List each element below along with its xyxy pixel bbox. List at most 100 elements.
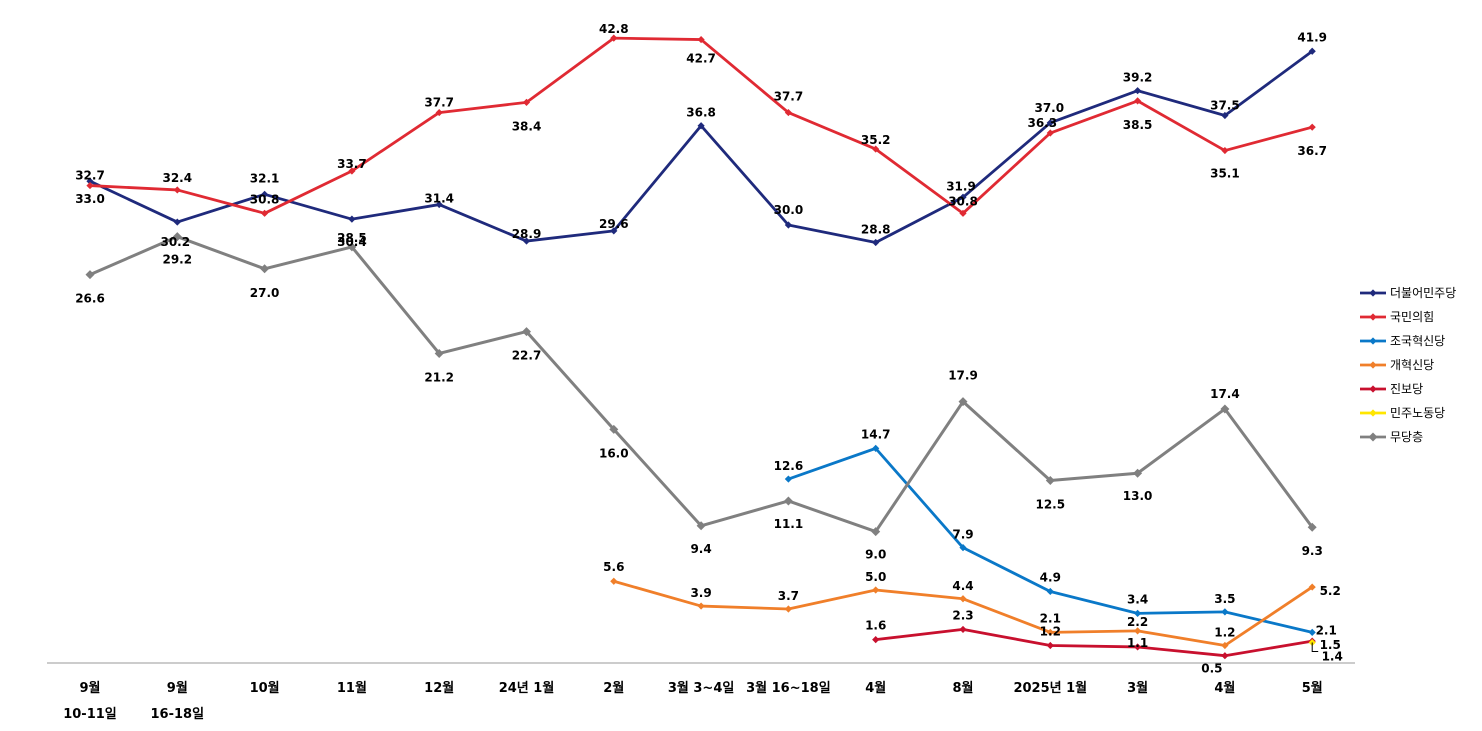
data-label: 42.8 [599, 22, 629, 36]
data-label: 30.4 [337, 235, 367, 249]
legend-item: 더불어민주당 [1360, 286, 1456, 300]
data-point [959, 595, 967, 603]
data-point [784, 475, 792, 483]
x-tick-sublabel: 16-18일 [151, 707, 205, 722]
data-point [435, 200, 443, 209]
data-point [1134, 643, 1142, 651]
plot-area [85, 34, 1317, 660]
data-label: 41.9 [1297, 30, 1327, 44]
data-point [1220, 404, 1230, 414]
x-tick-label: 3월 [1127, 680, 1148, 696]
data-label: 32.7 [75, 169, 105, 183]
data-point [1308, 628, 1316, 636]
data-label: 3.5 [1214, 592, 1235, 606]
legend-item: 진보당 [1360, 382, 1423, 396]
data-point [871, 527, 881, 537]
data-point [434, 348, 444, 358]
legend-label: 민주노동당 [1390, 406, 1445, 420]
data-point [1134, 87, 1142, 95]
data-label: 31.9 [946, 179, 976, 193]
data-label: 12.6 [774, 459, 804, 473]
data-label: 28.9 [512, 227, 542, 241]
data-point [173, 218, 181, 226]
data-label: 11.1 [774, 517, 804, 531]
data-label: 37.7 [774, 90, 804, 104]
data-point [435, 108, 443, 117]
data-point [872, 636, 880, 644]
series-line [875, 628, 1313, 658]
data-point [1221, 146, 1229, 155]
data-point [783, 496, 793, 506]
data-point [1046, 119, 1054, 127]
legend-label: 더불어민주당 [1390, 286, 1456, 300]
data-label: 9.4 [690, 542, 711, 556]
x-axis: 9월 10-11일 9월 16-18일 10월 11월 12월 24년 1월 2월 3월 3~4일… [47, 662, 1355, 722]
data-point [348, 167, 356, 175]
data-label: 22.7 [512, 349, 542, 363]
data-label: 3.7 [778, 589, 799, 603]
data-label: 2.2 [1127, 615, 1148, 629]
data-label: 36.3 [1027, 116, 1057, 130]
legend-swatch-marker [1369, 289, 1377, 297]
data-point [1134, 609, 1142, 617]
data-label: 35.1 [1210, 167, 1240, 181]
data-point [697, 602, 705, 610]
data-label: 5.0 [865, 570, 886, 584]
data-label: 14.7 [861, 427, 891, 441]
x-tick-label: 2월 [603, 680, 624, 696]
data-point [959, 625, 967, 634]
series-6 [85, 232, 1317, 537]
data-label: 39.2 [1123, 71, 1153, 85]
data-label: 1.6 [865, 619, 886, 633]
data-point [958, 397, 968, 407]
data-point [872, 586, 880, 594]
legend-label: 조국혁신당 [1390, 334, 1445, 348]
data-label: 32.4 [162, 171, 192, 185]
data-label: 0.5 [1201, 662, 1222, 676]
legend-label: 국민의힘 [1390, 310, 1434, 324]
data-point [1046, 628, 1054, 636]
data-label: 1.2 [1214, 625, 1235, 639]
data-label: 17.4 [1210, 387, 1240, 401]
legend-item: 국민의힘 [1360, 310, 1434, 324]
data-point [86, 181, 94, 190]
legend-swatch-marker [1369, 409, 1377, 417]
data-label: 33.0 [75, 192, 105, 206]
x-tick-label: 8월 [952, 680, 973, 696]
data-label: 30.0 [774, 203, 804, 217]
label-leader-line [1311, 642, 1319, 653]
data-point [872, 238, 880, 247]
data-point [609, 424, 619, 434]
data-label: 26.6 [75, 292, 105, 306]
data-label: 5.2 [1320, 584, 1341, 598]
data-point [173, 186, 181, 194]
data-point [872, 145, 880, 153]
data-point [85, 270, 95, 280]
data-point [610, 34, 618, 42]
x-tick-label: 12월 [424, 680, 454, 696]
series-1 [86, 34, 1316, 217]
data-label: 7.9 [952, 528, 973, 542]
series-2 [784, 444, 1316, 636]
x-tick-label: 5월 [1302, 680, 1323, 696]
data-label: 42.7 [686, 52, 716, 66]
legend-item: 조국혁신당 [1360, 334, 1445, 348]
data-label: 9.3 [1302, 544, 1323, 558]
data-label: 4.4 [952, 579, 973, 593]
data-label: 29.2 [162, 253, 192, 267]
data-point [1046, 587, 1054, 596]
data-point [610, 227, 618, 235]
data-label: 3.4 [1127, 592, 1148, 606]
data-labels: 33.0 30.2 32.1 30.4 31.4 28.9 29.6 36.8 30.0 28.8… [75, 22, 1343, 676]
data-point [696, 521, 706, 531]
data-point [1308, 583, 1316, 591]
legend-swatch-marker [1369, 361, 1377, 369]
data-label: 28.5 [337, 231, 367, 245]
data-point [260, 264, 270, 274]
data-label: 2.1 [1040, 611, 1061, 625]
legend-swatch-marker [1369, 313, 1377, 321]
x-tick-label: 9월 [167, 680, 188, 696]
x-tick-label: 24년 1월 [499, 680, 555, 696]
